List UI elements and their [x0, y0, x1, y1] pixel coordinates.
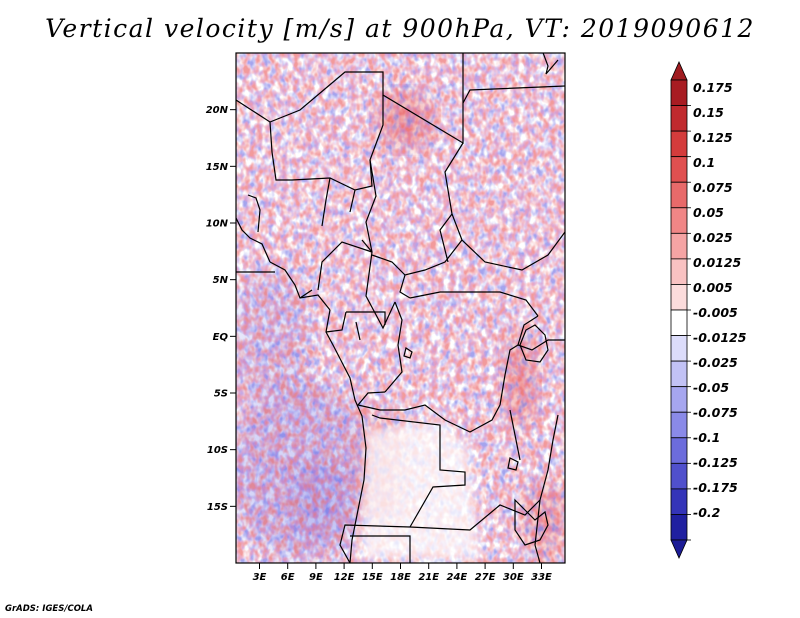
lat-tick-label: 20N — [206, 105, 229, 116]
colorbar-swatch — [670, 105, 688, 132]
country-borders — [236, 53, 565, 563]
colorbar-swatch — [670, 437, 688, 464]
colorbar-label: 0.05 — [693, 205, 724, 220]
lon-tick-label: 3E — [253, 572, 267, 583]
lon-tick-label: 33E — [531, 572, 552, 583]
colorbar-swatch — [670, 411, 688, 439]
lon-tick-label: 15E — [362, 572, 383, 583]
colorbar-label: -0.1 — [693, 430, 720, 445]
colorbar-label: -0.075 — [693, 405, 738, 420]
lat-tick-label: 5N — [213, 275, 229, 286]
colorbar: 0.175 0.15 0.125 0.1 0.075 0.05 0.025 0.0125 0.0… — [670, 61, 747, 559]
colorbar-label: 0.0125 — [693, 255, 742, 270]
lat-tick-label: 10S — [207, 445, 228, 456]
colorbar-label: -0.05 — [693, 380, 729, 395]
lon-tick-label: 27E — [475, 572, 496, 583]
colorbar-label: 0.1 — [693, 155, 715, 170]
grads-credit: GrADS: IGES/COLA — [5, 604, 93, 614]
lat-tick-label: 5S — [214, 389, 228, 400]
colorbar-swatch — [670, 309, 688, 336]
colorbar-label: 0.15 — [693, 105, 724, 120]
lon-tick-label: 24E — [447, 572, 468, 583]
colorbar-label: 0.025 — [693, 230, 733, 245]
colorbar-label: 0.125 — [693, 130, 733, 145]
colorbar-swatch — [670, 130, 688, 158]
colorbar-label: 0.005 — [693, 280, 733, 295]
colorbar-swatch — [670, 386, 688, 413]
colorbar-label: -0.175 — [693, 480, 738, 495]
lon-tick-label: 12E — [334, 572, 355, 583]
colorbar-swatch — [670, 462, 688, 490]
colorbar-swatch — [670, 284, 688, 311]
colorbar-label: -0.005 — [693, 305, 738, 320]
longitude-axis: 3E 6E 9E 12E 15E 18E 21E 24E 27E 30E 33E — [253, 563, 552, 583]
colorbar-label: 0.075 — [693, 180, 733, 195]
lon-tick-label: 30E — [503, 572, 524, 583]
colorbar-swatch — [670, 79, 688, 106]
colorbar-label: -0.0125 — [693, 330, 747, 345]
colorbar-swatch — [670, 335, 688, 362]
colorbar-label: -0.125 — [693, 455, 738, 470]
colorbar-swatch — [670, 258, 688, 285]
plot-title: Vertical velocity [m/s] at 900hPa, VT: 2… — [45, 14, 755, 43]
velocity-field — [236, 53, 565, 563]
colorbar-swatch — [670, 207, 688, 234]
lon-tick-label: 21E — [418, 572, 439, 583]
colorbar-swatch — [670, 232, 688, 260]
colorbar-swatch — [670, 514, 688, 541]
colorbar-label: 0.175 — [693, 80, 733, 95]
colorbar-swatch — [670, 156, 688, 183]
lat-tick-label: 15N — [206, 162, 229, 173]
latitude-axis: 20N 15N 10N 5N EQ 5S 10S 15S — [206, 105, 236, 513]
colorbar-swatch — [670, 360, 688, 388]
colorbar-label: -0.025 — [693, 355, 738, 370]
lon-tick-label: 9E — [309, 572, 323, 583]
colorbar-label: -0.2 — [693, 505, 720, 520]
colorbar-swatch — [670, 181, 688, 209]
lon-tick-label: 18E — [390, 572, 411, 583]
colorbar-max-arrow — [670, 61, 688, 81]
lat-tick-label: 15S — [207, 502, 228, 513]
lat-tick-label: EQ — [213, 332, 229, 343]
colorbar-swatch — [670, 488, 688, 515]
lat-tick-label: 10N — [206, 219, 229, 230]
colorbar-min-arrow — [670, 539, 688, 559]
lon-tick-label: 6E — [281, 572, 295, 583]
